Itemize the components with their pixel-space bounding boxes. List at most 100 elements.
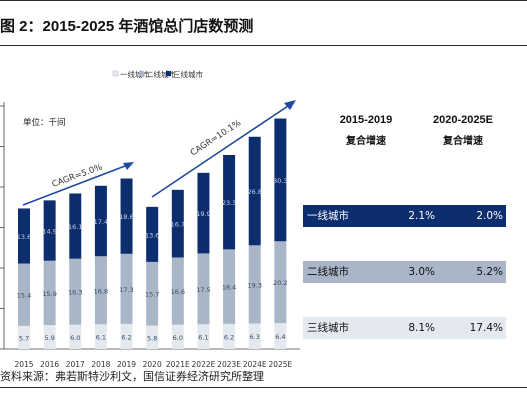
x-tick-label: 2024E (243, 360, 267, 369)
x-tick-label: 2022E (192, 360, 216, 369)
unit-label: 单位：千间 (23, 117, 66, 128)
bar-segment (94, 256, 107, 325)
row-value-2015-2019: 3.0% (408, 266, 435, 278)
data-label: 5.7 (19, 334, 29, 342)
data-label: 18.4 (222, 284, 236, 292)
row-value-2020-2025e: 2.0% (476, 210, 503, 222)
data-label: 15.7 (145, 291, 159, 299)
source-note: 资料来源：弗若斯特沙利文，国信证券经济研究所整理 (0, 368, 527, 388)
data-label: 15.4 (17, 292, 31, 300)
data-label: 23.3 (222, 199, 236, 207)
row-label: 三线城市 (307, 322, 349, 334)
table-row: 三线城市 8.1% 17.4% (303, 317, 506, 339)
x-tick-label: 2019 (117, 360, 136, 369)
bar-segment (43, 260, 56, 326)
data-label: 17.4 (94, 218, 108, 226)
cagr-label-1: CAGR=5.0% (51, 162, 104, 189)
data-label: 16.7 (171, 221, 185, 229)
x-tick-label: 2018 (91, 360, 110, 369)
bar-segment (274, 241, 287, 324)
bar-segment (120, 178, 133, 254)
x-tick-label: 2025E (268, 360, 292, 369)
cagr-label-2: CAGR=10.1% (189, 118, 243, 158)
cagr-arrow-2 (151, 105, 289, 198)
data-label: 30.3 (273, 177, 287, 185)
bar-segment (197, 172, 210, 254)
table-subheader-1: 复合增速 (346, 136, 386, 147)
legend-swatch (166, 71, 171, 76)
x-tick-label: 2016 (40, 360, 59, 369)
bar-segment (197, 253, 210, 325)
legend-swatch (112, 70, 119, 77)
data-label: 16.8 (94, 287, 108, 295)
data-label: 26.8 (247, 188, 261, 196)
bar-segment (197, 324, 210, 349)
bar-segment (274, 323, 287, 349)
bar-segment (120, 253, 133, 324)
bar-segment (94, 185, 107, 257)
data-label: 18.6 (119, 213, 133, 221)
bar-segment (171, 257, 184, 325)
bar-segment (69, 258, 82, 325)
bar-segment (146, 325, 159, 349)
figure-title: 图 2：2015-2025 年酒馆总门店数预测 (0, 0, 527, 46)
data-label: 16.3 (68, 289, 82, 297)
cagr-arrowhead-1 (123, 162, 134, 170)
legend-label: 一线城市 (120, 69, 150, 79)
bar-segment (18, 263, 30, 326)
bar-segment (94, 324, 107, 349)
bar-segment (18, 325, 30, 349)
data-label: 6.3 (250, 333, 260, 341)
table-row: 二线城市 3.0% 5.2% (303, 261, 506, 283)
x-tick-label: 2021E (166, 360, 190, 369)
x-tick-label: 2015 (14, 360, 33, 369)
x-tick-label: 2017 (66, 360, 85, 369)
bar-segment (69, 324, 82, 349)
data-label: 6.2 (224, 333, 234, 341)
data-label: 19.3 (247, 281, 261, 289)
bar-segment (248, 136, 261, 246)
row-value-2015-2019: 2.1% (408, 210, 435, 222)
row-value-2020-2025e: 5.2% (476, 266, 503, 278)
bar-segment (43, 200, 56, 261)
data-label: 20.2 (273, 279, 287, 287)
data-label: 14.9 (42, 228, 56, 236)
table-subheader-2: 复合增速 (443, 136, 483, 147)
data-label: 5.9 (44, 334, 54, 342)
bar-segment (171, 189, 184, 258)
data-label: 19.9 (196, 210, 210, 218)
table-header-2015-2019: 2015-2019 (339, 114, 393, 126)
table-row: 一线城市 2.1% 2.0% (303, 205, 506, 227)
x-tick-label: 2020 (143, 360, 162, 369)
data-label: 17.5 (196, 286, 210, 294)
data-label: 6.1 (198, 334, 208, 342)
data-label: 6.2 (121, 333, 131, 341)
bar-segment (69, 193, 82, 259)
bar-segment (223, 249, 236, 324)
legend-label: 三线城市 (173, 69, 203, 79)
data-label: 6.4 (275, 333, 285, 341)
bar-segment (248, 245, 261, 324)
bar-segment (146, 206, 159, 262)
data-label: 16.6 (171, 288, 185, 296)
bar-segment (223, 155, 236, 250)
data-label: 6.0 (70, 334, 80, 342)
bar-segment (146, 261, 159, 326)
data-label: 17.3 (119, 286, 133, 294)
row-label: 二线城市 (307, 266, 349, 278)
bar-segment (223, 323, 236, 349)
x-tick-label: 2023E (217, 360, 241, 369)
table-header-2020-2025e: 2020-2025E (433, 114, 493, 126)
cagr-arrow-1 (22, 165, 126, 206)
data-label: 6.1 (96, 334, 106, 342)
bar-segment (18, 208, 30, 264)
cagr-arrowhead-2 (284, 100, 296, 110)
legend-label: 二线城市 (146, 69, 176, 79)
row-value-2020-2025e: 17.4% (469, 322, 503, 334)
row-label: 一线城市 (307, 210, 349, 222)
row-value-2015-2019: 8.1% (408, 322, 435, 334)
bar-segment (43, 325, 56, 349)
data-label: 15.9 (42, 290, 56, 298)
legend-swatch (139, 71, 144, 76)
